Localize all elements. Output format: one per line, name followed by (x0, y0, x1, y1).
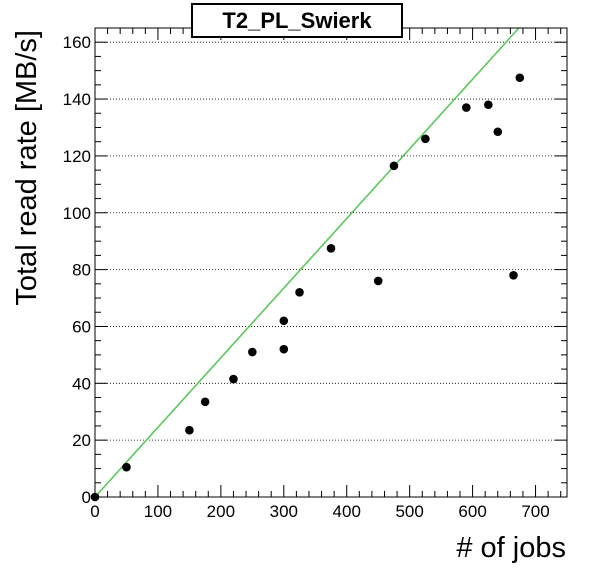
y-axis-ticks: 0 20 40 60 80 100 120 140 160 (63, 27, 567, 507)
x-tick-label: 700 (521, 502, 549, 521)
y-tick-label: 40 (72, 374, 91, 393)
data-point (122, 462, 131, 472)
x-tick-label: 0 (90, 502, 99, 521)
data-point (200, 397, 210, 407)
data-points (90, 73, 525, 502)
data-point (421, 134, 430, 144)
x-tick-label: 200 (207, 502, 235, 521)
grid-lines (95, 41, 567, 441)
chart-title: T2_PL_Swierk (222, 8, 372, 33)
data-point (279, 316, 289, 326)
y-axis-title: Total read rate [MB/s] (11, 30, 43, 306)
plot-frame (94, 27, 568, 498)
x-axis-ticks: 0 100 200 300 400 500 600 700 (90, 28, 562, 521)
y-tick-label: 120 (63, 147, 91, 166)
y-tick-label: 80 (72, 261, 91, 280)
data-point (185, 425, 194, 435)
y-tick-label: 160 (63, 33, 91, 52)
y-tick-label: 140 (63, 90, 91, 109)
data-point (229, 374, 238, 384)
fit-line (94, 27, 520, 498)
x-tick-label: 100 (144, 502, 172, 521)
data-point (509, 270, 518, 280)
data-point (462, 103, 471, 112)
data-point (493, 127, 503, 137)
title-box: T2_PL_Swierk (191, 3, 403, 38)
data-point (389, 161, 399, 171)
y-tick-label: 0 (82, 488, 91, 507)
x-axis-title: # of jobs (456, 532, 566, 564)
data-point (295, 288, 304, 297)
data-point (515, 73, 525, 83)
x-tick-label: 500 (395, 502, 423, 521)
data-point (279, 344, 289, 354)
data-point (373, 276, 383, 286)
y-tick-label: 20 (72, 431, 91, 450)
x-tick-label: 400 (333, 502, 361, 521)
x-tick-label: 600 (458, 502, 486, 521)
x-tick-label: 300 (270, 502, 298, 521)
y-tick-label: 100 (63, 204, 91, 223)
data-point (248, 347, 257, 357)
data-point (484, 100, 493, 110)
data-point (326, 243, 336, 253)
y-tick-label: 60 (72, 317, 91, 336)
